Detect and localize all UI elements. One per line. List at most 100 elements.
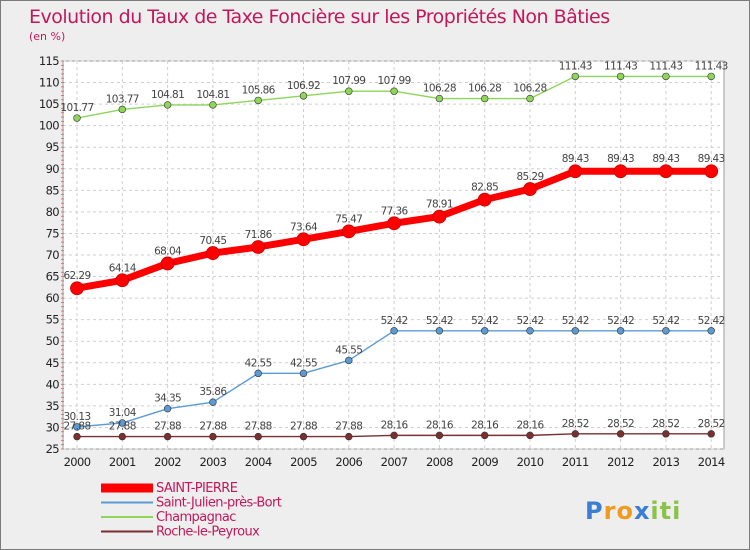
data-point [435,431,444,440]
data-point [345,87,353,95]
x-tick-label: 2010 [517,455,544,469]
data-point [163,432,172,441]
data-point [704,164,719,179]
y-tick-label: 50 [46,334,60,348]
data-label: 75.47 [335,213,362,225]
x-tick-label: 2000 [64,455,91,469]
proxiti-logo: Proxiti [585,497,680,525]
data-point [73,432,81,441]
data-label: 111.43 [604,60,637,72]
data-point [707,72,715,81]
legend-swatch [101,501,153,504]
data-point [163,404,172,413]
x-tick-label: 2008 [426,455,453,469]
data-point [209,432,217,441]
data-point [299,92,308,100]
data-point [707,327,715,335]
data-label: 111.43 [649,60,682,72]
data-point [481,94,489,103]
data-point [205,246,220,260]
data-label: 101.77 [60,102,93,114]
data-point [616,430,625,438]
x-tick-label: 2009 [471,455,498,469]
data-point [345,432,353,441]
data-point [73,114,81,122]
y-tick-label: 60 [46,291,60,305]
data-label: 52.42 [381,315,408,327]
y-tick-label: 115 [39,54,59,68]
data-point [432,209,447,224]
data-label: 52.42 [652,315,679,327]
x-tick-label: 2007 [381,455,408,469]
data-label: 68.04 [154,245,182,257]
series-group [70,72,719,441]
data-label: 27.88 [63,421,90,433]
data-label: 106.28 [423,83,456,95]
x-tick-label: 2003 [199,455,226,469]
y-tick-label: 65 [46,270,60,284]
data-label: 111.43 [559,60,592,72]
data-label: 27.88 [199,421,226,433]
data-point [571,72,579,81]
data-point [707,430,715,438]
data-point [435,327,444,335]
data-label: 89.43 [698,153,725,165]
data-label: 85.29 [516,171,543,183]
y-tick-label: 55 [46,313,60,327]
data-label: 34.35 [154,393,181,405]
data-point [662,430,670,438]
data-point [299,432,308,441]
data-point [163,101,172,109]
data-label: 73.64 [290,221,318,233]
y-tick-label: 75 [46,226,60,240]
data-label: 70.45 [199,235,226,247]
y-tick-label: 40 [46,377,60,391]
data-label: 106.28 [468,83,501,95]
logo-letter: P [585,497,604,525]
data-label: 31.04 [109,407,137,419]
data-point [659,164,673,179]
data-label: 107.99 [332,75,365,87]
data-label: 103.77 [106,93,139,105]
x-tick-label: 2014 [698,455,725,469]
data-point [387,216,402,231]
data-label: 105.86 [242,84,276,96]
data-label: 28.52 [607,418,634,430]
x-tick-label: 2002 [154,455,181,469]
data-label: 28.16 [516,419,544,431]
data-point [526,431,534,440]
data-point [616,72,625,81]
data-label: 104.81 [196,89,229,101]
data-label: 27.88 [335,421,362,433]
data-label: 71.86 [245,229,273,241]
logo-letter: i [650,497,659,525]
data-label: 52.42 [516,315,543,327]
data-label: 106.92 [287,80,320,92]
series-champagnac [73,72,715,122]
data-label: 42.55 [290,357,317,369]
x-tick-label: 2011 [562,455,589,469]
data-label: 52.42 [426,315,453,327]
data-label: 27.88 [109,421,136,433]
data-label: 107.99 [378,75,411,87]
y-tick-label: 25 [46,442,60,456]
data-label: 89.43 [562,153,589,165]
data-point [251,240,266,254]
data-point [341,224,356,239]
data-label: 28.16 [426,419,454,431]
y-tick-label: 90 [46,162,60,176]
data-label: 77.36 [381,205,409,217]
y-tick-label: 110 [39,76,59,90]
data-label: 106.28 [513,83,546,95]
y-tick-label: 105 [39,97,59,111]
data-point [571,430,579,438]
data-label: 52.42 [471,315,498,327]
data-point [435,94,444,103]
data-point [390,327,398,335]
y-tick-label: 100 [39,119,59,133]
y-tick-label: 95 [46,140,60,154]
legend-label: SAINT-PIERRE [156,481,238,496]
x-tick-label: 2005 [290,455,317,469]
